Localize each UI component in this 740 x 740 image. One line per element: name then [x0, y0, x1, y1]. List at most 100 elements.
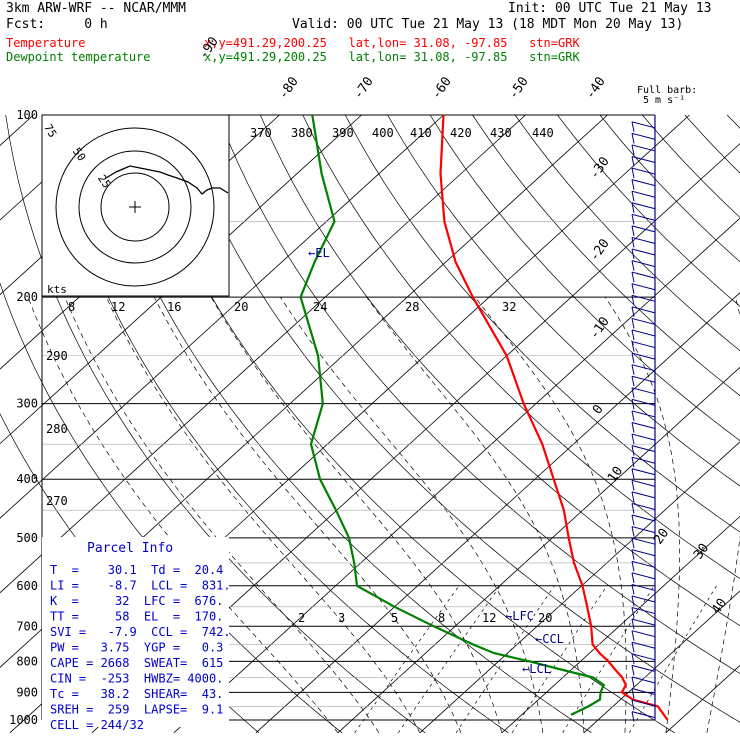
el-label: ←EL [308, 246, 330, 260]
wind-barb [631, 502, 656, 510]
dry-adiabat-line [217, 114, 740, 675]
isotherm-line [0, 114, 608, 668]
dry-adiabat-line [302, 114, 740, 580]
pressure-tick-labels: 100 200 300 400 500 600 700 800 900 1000 [9, 108, 38, 727]
hodograph: 75 50 25 kts [41, 114, 230, 297]
wind-barb [631, 156, 656, 163]
mixing-ratio-label: 2 [298, 611, 305, 625]
wind-barb [631, 572, 656, 580]
hodograph-speed-tick: 8 [68, 300, 75, 314]
dewpoint-info: x,y=491.29,200.25 lat,lon= 31.08, -97.85… [204, 50, 580, 64]
isotherm-line [419, 441, 740, 734]
wind-barb-flag [631, 503, 635, 514]
init-time: Init: 00 UTC Tue 21 May 13 [508, 1, 712, 16]
model-title: 3km ARW-WRF -- NCAR/MMM [6, 1, 187, 16]
wind-barb [631, 641, 656, 649]
parcel-info-row: TT = 58 EL = 170. [50, 610, 223, 624]
temperature-info: x,y=491.29,200.25 lat,lon= 31.08, -97.85… [204, 36, 580, 50]
wind-barb [631, 549, 656, 557]
isotherm-label: -10 [587, 314, 613, 342]
wind-barb-flag [631, 202, 635, 213]
isotherm-label: 0 [590, 402, 607, 417]
wind-barb [631, 202, 656, 210]
mixing-ratio-label: 5 [391, 611, 398, 625]
moist-adiabat-line [64, 296, 380, 733]
wind-barb [631, 583, 656, 591]
pressure-tick-label: 300 [16, 397, 38, 411]
wind-barb-flag [631, 144, 635, 156]
isotherm-label: -90 [196, 34, 222, 62]
pressure-tick-label: 800 [16, 654, 38, 668]
hodograph-ring-label-75: 75 [41, 122, 59, 140]
isotherm-line [255, 292, 740, 734]
wind-barb-flag [631, 711, 635, 722]
isotherm-label: -20 [587, 236, 613, 264]
wind-barb-flag [631, 433, 635, 445]
wind-barb [631, 433, 656, 441]
parcel-info-row: CELL = 244/32 [50, 718, 144, 732]
mixing-ratio-line [455, 585, 555, 733]
hodograph-speed-tick: 28 [405, 300, 419, 314]
parcel-info-title: Parcel Info [87, 541, 173, 556]
wind-barb [631, 398, 656, 406]
wind-barb [631, 688, 656, 696]
moist-adiabat-line [604, 296, 680, 733]
theta-e-label: 400 [372, 126, 394, 140]
parcel-info-row: LI = -8.7 LCL = 831. [50, 579, 231, 593]
wind-barb-flag [631, 353, 635, 364]
theta-e-label: 440 [532, 126, 554, 140]
wind-barb [631, 456, 656, 464]
dewpoint-legend: Dewpoint temperature [6, 50, 151, 64]
wind-barb-flag [631, 422, 635, 433]
wind-barb [631, 479, 656, 487]
theta-e-label: 380 [291, 126, 313, 140]
isotherm-label: 20 [651, 526, 672, 547]
wind-barb [631, 526, 656, 534]
mixing-ratio-label: 8 [438, 611, 445, 625]
wind-barb-flag [631, 526, 635, 537]
pressure-tick-label: 900 [16, 685, 38, 699]
parcel-info-row: CIN = -253 HWBZ= 4000. [50, 672, 223, 686]
wind-barb-flag [631, 642, 635, 653]
wind-barb-flag [631, 584, 635, 595]
forecast-hour: Fcst: 0 h [6, 17, 108, 32]
wind-barb-flag [631, 410, 635, 422]
wind-barb-flag [631, 630, 635, 641]
wind-barb [631, 711, 656, 719]
wind-barb [631, 294, 656, 302]
isotherm-line [0, 114, 444, 519]
wind-note: Full barb: 5 m s⁻¹ [637, 85, 697, 106]
wind-barb-flag [631, 364, 635, 375]
parcel-info-box [42, 537, 229, 727]
theta-label: 290 [46, 349, 68, 363]
pressure-tick-label: 200 [16, 290, 38, 304]
wind-barb-flag [631, 688, 635, 699]
hodograph-ring-75 [55, 127, 215, 287]
isotherm-line [173, 217, 740, 734]
isotherm-line [0, 114, 116, 221]
hodograph-speed-tick: 12 [111, 300, 125, 314]
isotherm-label: -60 [429, 74, 455, 102]
wind-barb [631, 132, 656, 140]
wind-barb [631, 387, 656, 395]
mixing-ratio-label: 3 [338, 611, 345, 625]
wind-barb [631, 410, 656, 418]
theta-label: 270 [46, 494, 68, 508]
valid-time: Valid: 00 UTC Tue 21 May 13 (18 MDT Mon … [292, 17, 684, 32]
wind-barb [631, 375, 656, 383]
wind-barb [631, 537, 656, 545]
pressure-tick-label: 600 [16, 579, 38, 593]
isotherm-label: -70 [351, 74, 377, 102]
wind-barb-flag [631, 665, 635, 676]
sounding-curves [299, 114, 669, 721]
hodograph-speed-tick: 32 [502, 300, 516, 314]
wind-barb-flag [631, 341, 635, 352]
wind-barb-flag [631, 445, 635, 456]
parcel-info-panel: Parcel Info T = 30.1 Td = 20.4 LI = -8.7 … [42, 537, 231, 732]
hodograph-speed-tick: 24 [313, 300, 327, 314]
parcel-info-row: T = 30.1 Td = 20.4 [50, 563, 223, 577]
wind-barb-flag [631, 607, 635, 618]
mixing-ratio-label: 20 [538, 611, 552, 625]
wind-barb-flag [631, 653, 635, 664]
